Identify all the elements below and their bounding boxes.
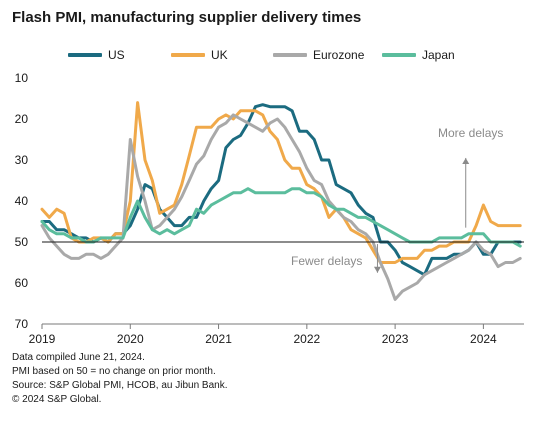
footnote-compiled: Data compiled June 21, 2024. [12,352,145,363]
x-tick-label-2022: 2022 [293,332,320,346]
legend-item-japan: Japan [382,48,455,62]
x-tick-label-2019: 2019 [29,332,56,346]
legend-item-us: US [68,48,125,62]
x-tick-label-2023: 2023 [382,332,409,346]
footnote-copyright: © 2024 S&P Global. [12,394,102,405]
x-tick-label-2024: 2024 [470,332,497,346]
legend-label-japan: Japan [422,48,455,62]
legend-item-uk: UK [171,48,228,62]
annotation-fewer-delays: Fewer delays [291,254,362,268]
legend: US UK Eurozone Japan [0,48,534,66]
y-tick-label-10: 10 [15,71,29,85]
legend-item-eurozone: Eurozone [273,48,364,62]
legend-swatch-eurozone [273,53,307,57]
legend-swatch-us [68,53,102,57]
y-tick-label-60: 60 [15,276,29,290]
chart-title: Flash PMI, manufacturing supplier delive… [12,9,362,26]
y-tick-label-30: 30 [15,153,29,167]
fewer-delays-arrowhead [373,266,381,273]
annotation-more-delays: More delays [438,126,503,140]
y-tick-label-20: 20 [15,112,29,126]
more-delays-arrowhead [462,157,470,164]
x-tick-label-2021: 2021 [205,332,232,346]
series-line-eurozone [40,113,522,301]
footnotes: Data compiled June 21, 2024. PMI based o… [12,351,227,407]
legend-swatch-japan [382,53,416,57]
y-tick-label-40: 40 [15,194,29,208]
x-tick-label-2020: 2020 [117,332,144,346]
series-line-japan [40,187,522,248]
legend-swatch-uk [171,53,205,57]
y-tick-label-50: 50 [15,235,29,249]
legend-label-uk: UK [211,48,228,62]
legend-label-eurozone: Eurozone [313,48,365,62]
footnote-source: Source: S&P Global PMI, HCOB, au Jibun B… [12,380,228,391]
footnote-pmi-basis: PMI based on 50 = no change on prior mon… [12,366,216,377]
y-tick-label-70: 70 [15,317,29,331]
series-line-uk [40,101,522,264]
legend-label-us: US [108,48,125,62]
